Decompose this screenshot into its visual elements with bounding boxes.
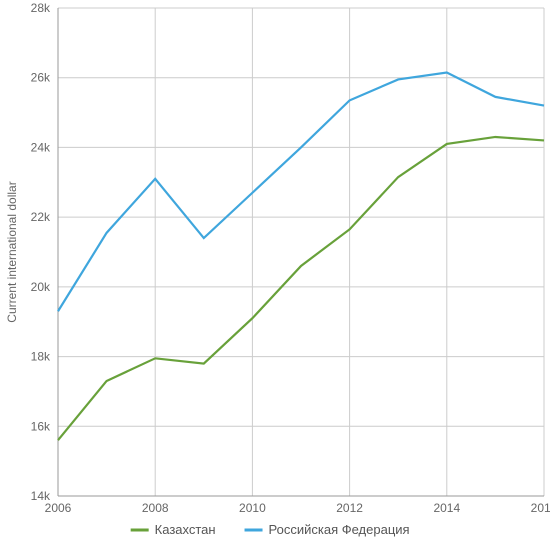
x-tick-label: 2008 xyxy=(142,501,169,515)
y-tick-label: 28k xyxy=(31,1,51,15)
x-tick-label: 2014 xyxy=(433,501,460,515)
chart-svg: 14k16k18k20k22k24k26k28k2006200820102012… xyxy=(0,0,550,547)
x-tick-label: 2016 xyxy=(531,501,550,515)
legend-label-0: Казахстан xyxy=(155,522,216,537)
x-tick-label: 2010 xyxy=(239,501,266,515)
x-tick-label: 2012 xyxy=(336,501,363,515)
y-tick-label: 26k xyxy=(31,71,51,85)
y-tick-label: 20k xyxy=(31,280,51,294)
y-tick-label: 18k xyxy=(31,350,51,364)
legend-label-1: Российская Федерация xyxy=(269,522,410,537)
x-tick-label: 2006 xyxy=(45,501,72,515)
line-chart: 14k16k18k20k22k24k26k28k2006200820102012… xyxy=(0,0,550,547)
y-tick-label: 16k xyxy=(31,419,51,433)
y-axis-title: Current international dollar xyxy=(5,181,19,322)
y-tick-label: 24k xyxy=(31,140,51,154)
y-tick-label: 22k xyxy=(31,210,51,224)
